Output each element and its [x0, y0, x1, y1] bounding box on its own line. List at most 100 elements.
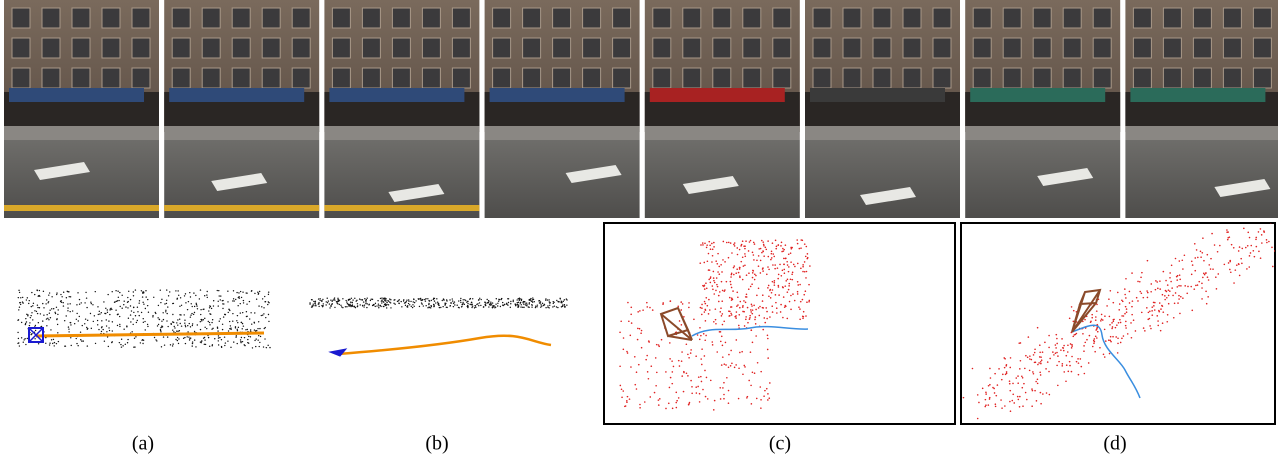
point: [141, 290, 142, 291]
point: [1031, 359, 1033, 361]
point: [735, 272, 737, 274]
subfigure-c: [619, 239, 810, 410]
window: [933, 38, 951, 58]
point: [800, 247, 802, 249]
point: [1099, 347, 1101, 349]
point: [1090, 321, 1092, 323]
point: [705, 335, 707, 337]
point: [237, 322, 238, 323]
point: [167, 336, 168, 337]
point: [189, 323, 190, 324]
point: [762, 307, 764, 309]
point: [85, 292, 86, 293]
window: [933, 68, 951, 88]
window: [773, 68, 791, 88]
point: [1006, 371, 1008, 373]
point: [81, 340, 82, 341]
sidewalk: [965, 126, 1120, 140]
point: [77, 292, 78, 293]
point: [1058, 361, 1060, 363]
point: [620, 385, 622, 387]
point: [1137, 281, 1139, 283]
point: [122, 345, 123, 346]
point: [1093, 342, 1095, 344]
point: [454, 301, 455, 302]
point: [708, 279, 710, 281]
point: [1009, 367, 1011, 369]
point: [257, 339, 258, 340]
point: [480, 305, 481, 306]
point: [192, 345, 193, 346]
point: [179, 314, 180, 315]
panel-frame: [604, 223, 955, 424]
point: [119, 326, 120, 327]
point: [18, 290, 19, 291]
point: [763, 395, 765, 397]
point: [1139, 291, 1141, 293]
point: [318, 302, 319, 303]
point: [537, 304, 538, 305]
point: [166, 303, 167, 304]
point: [751, 313, 753, 315]
point: [739, 352, 741, 354]
point: [721, 364, 723, 366]
point: [730, 284, 732, 286]
window: [553, 8, 571, 28]
point: [388, 300, 389, 301]
point: [109, 314, 110, 315]
point: [93, 321, 94, 322]
point: [119, 292, 120, 293]
point: [471, 302, 472, 303]
point: [390, 302, 391, 303]
point: [985, 393, 987, 395]
point: [745, 296, 747, 298]
point: [264, 296, 265, 297]
point: [1144, 330, 1146, 332]
point: [738, 314, 740, 316]
point: [375, 306, 376, 307]
point: [767, 335, 769, 337]
point: [453, 306, 454, 307]
point: [339, 304, 340, 305]
point: [481, 299, 482, 300]
point: [1125, 327, 1127, 329]
point: [32, 305, 33, 306]
point: [1017, 375, 1019, 377]
awning: [9, 88, 144, 102]
point: [791, 273, 793, 275]
point: [658, 404, 660, 406]
point: [220, 299, 221, 300]
point: [752, 309, 754, 311]
point: [267, 304, 268, 305]
point: [46, 318, 47, 319]
point: [219, 321, 220, 322]
point: [478, 299, 479, 300]
point: [706, 377, 708, 379]
point: [771, 305, 773, 307]
point: [1040, 361, 1042, 363]
point: [209, 346, 210, 347]
point: [798, 306, 800, 308]
point: [1124, 288, 1126, 290]
point: [218, 305, 219, 306]
point: [972, 368, 974, 370]
window: [553, 68, 571, 88]
point: [690, 352, 692, 354]
point: [681, 351, 683, 353]
point: [83, 340, 84, 341]
point: [1071, 306, 1073, 308]
point: [1260, 228, 1262, 230]
window: [613, 8, 631, 28]
point: [1034, 390, 1036, 392]
point: [127, 297, 128, 298]
point: [138, 302, 139, 303]
point: [521, 299, 522, 300]
point: [213, 305, 214, 306]
point: [1061, 338, 1063, 340]
point: [112, 291, 113, 292]
point: [709, 269, 711, 271]
point: [1179, 313, 1181, 315]
awning: [169, 88, 304, 102]
point: [240, 291, 241, 292]
point: [145, 308, 146, 309]
